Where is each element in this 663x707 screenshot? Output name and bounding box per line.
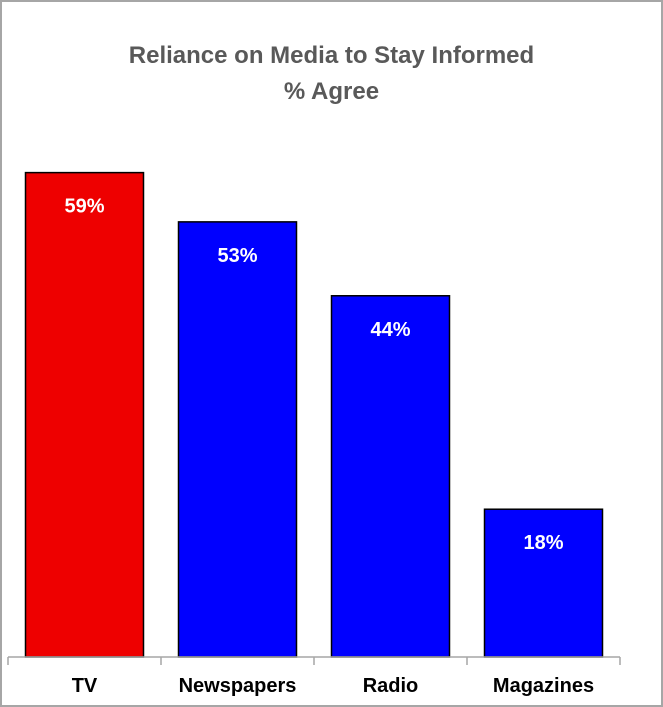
bar-tv: [24, 171, 145, 658]
data-label-newspapers: 53%: [217, 245, 257, 267]
bars-layer: 59% 53% 44% 18%: [24, 171, 604, 658]
bar-radio: [330, 295, 451, 658]
bar-newspapers: [177, 221, 298, 658]
data-label-magazines: 18%: [523, 532, 563, 554]
bar-magazines: [483, 508, 604, 658]
x-tick-labels: TV Newspapers Radio Magazines: [72, 675, 594, 697]
x-tick-label-newspapers: Newspapers: [179, 675, 297, 697]
data-label-radio: 44%: [370, 319, 410, 341]
x-tick-label-magazines: Magazines: [493, 675, 594, 697]
chart-title: Reliance on Media to Stay Informed: [128, 42, 535, 69]
chart-title-block: Reliance on Media to Stay Informed % Agr…: [0, 38, 663, 110]
x-tick-label-tv: TV: [72, 675, 98, 697]
x-axis: [7, 656, 621, 665]
chart-subtitle: % Agree: [283, 78, 380, 105]
data-label-tv: 59%: [64, 196, 104, 218]
x-tick-label-radio: Radio: [363, 675, 419, 697]
